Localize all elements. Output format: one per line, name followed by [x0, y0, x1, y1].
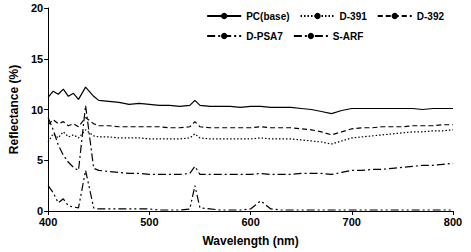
- svg-text:700: 700: [343, 216, 361, 228]
- svg-text:5: 5: [37, 154, 43, 166]
- svg-text:S-ARF: S-ARF: [333, 31, 364, 42]
- svg-text:15: 15: [31, 53, 43, 65]
- svg-text:600: 600: [241, 216, 259, 228]
- svg-text:D-392: D-392: [417, 11, 445, 22]
- svg-text:D-391: D-391: [340, 11, 368, 22]
- svg-text:PC(base): PC(base): [246, 11, 289, 22]
- svg-text:Reflectance (%): Reflectance (%): [7, 65, 21, 154]
- svg-text:Wavelength (nm): Wavelength (nm): [202, 234, 298, 248]
- svg-text:20: 20: [31, 2, 43, 14]
- svg-text:500: 500: [140, 216, 158, 228]
- svg-text:800: 800: [444, 216, 462, 228]
- svg-text:10: 10: [31, 104, 43, 116]
- svg-text:400: 400: [39, 216, 57, 228]
- svg-text:0: 0: [37, 205, 44, 217]
- svg-text:D-PSA7: D-PSA7: [246, 31, 283, 42]
